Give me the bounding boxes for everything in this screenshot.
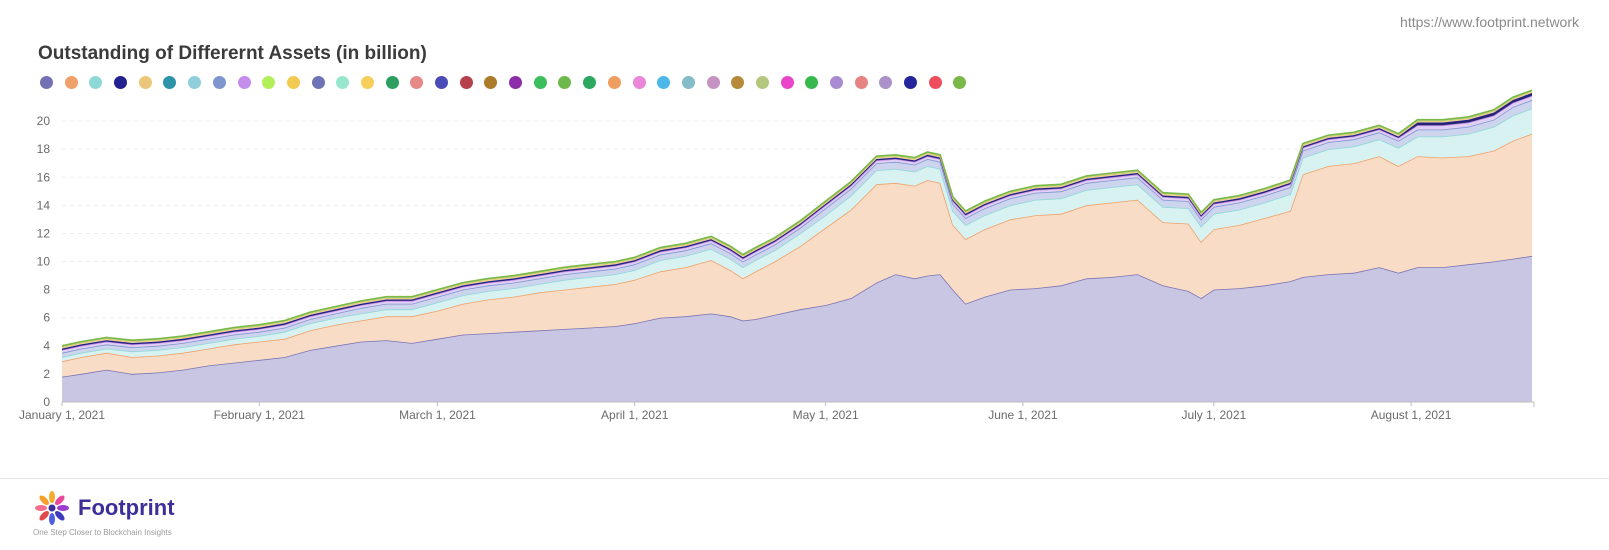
legend-dot-3[interactable]: [114, 76, 128, 89]
footprint-brand: Footprint: [32, 488, 175, 528]
brand-tagline: One Step Closer to Blockchain Insights: [33, 528, 172, 537]
legend-dot-6[interactable]: [188, 76, 202, 89]
area-series-0: [62, 255, 1532, 402]
legend-dot-32[interactable]: [830, 76, 843, 89]
source-url[interactable]: https://www.footprint.network: [1400, 14, 1579, 30]
x-tick-label: July 1, 2021: [1181, 408, 1246, 422]
y-tick-label: 0: [43, 395, 50, 409]
x-tick-label: April 1, 2021: [601, 408, 669, 422]
y-tick-label: 14: [37, 198, 51, 212]
legend-dot-37[interactable]: [953, 76, 967, 89]
y-tick-label: 2: [43, 367, 50, 381]
x-tick-label: January 1, 2021: [19, 408, 105, 422]
y-tick-label: 20: [37, 114, 51, 128]
legend-dot-0[interactable]: [40, 76, 53, 89]
legend-dot-12[interactable]: [336, 76, 350, 89]
legend-dot-11[interactable]: [311, 76, 325, 89]
y-tick-label: 8: [43, 283, 50, 297]
legend-dot-18[interactable]: [484, 76, 498, 89]
x-tick-label: March 1, 2021: [399, 408, 476, 422]
chart-title: Outstanding of Differernt Assets (in bil…: [38, 43, 427, 64]
legend-dot-30[interactable]: [780, 76, 794, 89]
legend-dot-16[interactable]: [435, 76, 448, 89]
legend-dot-19[interactable]: [509, 76, 523, 89]
y-tick-label: 16: [37, 170, 51, 184]
legend-dot-26[interactable]: [681, 76, 695, 89]
legend-dot-10[interactable]: [286, 76, 300, 89]
legend-dot-8[interactable]: [237, 76, 251, 89]
x-tick-label: August 1, 2021: [1371, 408, 1452, 422]
legend-dot-28[interactable]: [731, 76, 745, 89]
y-tick-label: 4: [43, 339, 50, 353]
x-tick-label: February 1, 2021: [214, 408, 306, 422]
y-tick-label: 18: [37, 142, 51, 156]
legend-dot-25[interactable]: [657, 76, 671, 89]
legend-dot-7[interactable]: [212, 76, 226, 89]
legend-dot-29[interactable]: [755, 76, 769, 89]
y-tick-label: 12: [37, 226, 51, 240]
y-tick-label: 6: [43, 311, 50, 325]
legend-dot-2[interactable]: [89, 76, 103, 89]
legend-dot-5[interactable]: [163, 76, 177, 89]
legend-dot-24[interactable]: [632, 76, 646, 89]
legend-dot-20[interactable]: [533, 76, 547, 89]
legend-dot-35[interactable]: [904, 76, 918, 89]
legend-dot-4[interactable]: [138, 76, 152, 89]
legend-dot-14[interactable]: [385, 76, 399, 89]
footer: [0, 479, 1609, 550]
legend-dot-15[interactable]: [410, 76, 424, 89]
footprint-logo-icon: [35, 491, 69, 525]
legend-dot-27[interactable]: [706, 76, 720, 89]
legend-dot-36[interactable]: [928, 76, 942, 89]
x-tick-label: May 1, 2021: [793, 408, 859, 422]
legend-dot-1[interactable]: [64, 76, 78, 89]
legend-dot-31[interactable]: [805, 76, 819, 89]
legend-dot-22[interactable]: [583, 76, 597, 89]
legend-dot-34[interactable]: [879, 76, 893, 89]
legend-dot-17[interactable]: [459, 76, 473, 89]
legend-dot-23[interactable]: [607, 76, 621, 89]
chart-legend: [40, 76, 978, 89]
line-series-7: [61, 89, 1533, 347]
area-chart: 0 2 4 6 8 10 12 14 16 18 20 January 1, 2021 February…: [19, 89, 1535, 422]
brand-name: Footprint: [78, 495, 175, 520]
legend-dot-13[interactable]: [360, 76, 374, 89]
legend-dot-21[interactable]: [558, 76, 572, 89]
legend-dot-33[interactable]: [854, 76, 868, 89]
y-tick-label: 10: [37, 255, 51, 269]
x-tick-label: June 1, 2021: [988, 408, 1058, 422]
area-series-1: [62, 133, 1532, 377]
legend-dot-9[interactable]: [262, 76, 276, 89]
